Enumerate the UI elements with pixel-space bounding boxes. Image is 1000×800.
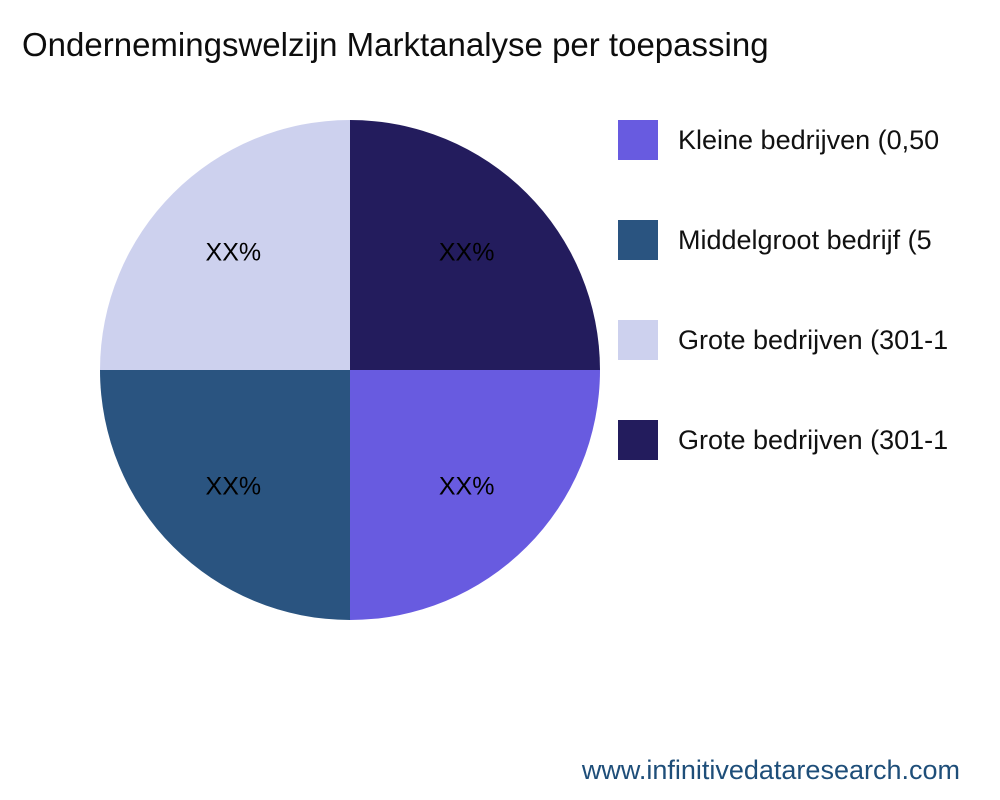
legend-item: Middelgroot bedrijf (5 <box>618 220 948 260</box>
chart-title: Ondernemingswelzijn Marktanalyse per toe… <box>22 26 769 63</box>
legend-label: Grote bedrijven (301-1 <box>678 424 949 455</box>
legend-label: Kleine bedrijven (0,50 <box>678 124 940 155</box>
website-link[interactable]: www.infinitivedataresearch.com <box>581 755 960 785</box>
legend-swatch <box>618 420 658 460</box>
legend-label: Grote bedrijven (301-1 <box>678 324 949 355</box>
legend-swatch <box>618 320 658 360</box>
legend-label: Middelgroot bedrijf (5 <box>678 224 932 255</box>
pie-chart <box>100 120 600 620</box>
legend-item: Kleine bedrijven (0,50 <box>618 120 948 160</box>
legend-item: Grote bedrijven (301-1 <box>618 320 948 360</box>
legend-swatch <box>618 120 658 160</box>
legend-swatch <box>618 220 658 260</box>
chart-legend: Kleine bedrijven (0,50 Middelgroot bedrij… <box>618 120 948 520</box>
legend-item: Grote bedrijven (301-1 <box>618 420 948 460</box>
